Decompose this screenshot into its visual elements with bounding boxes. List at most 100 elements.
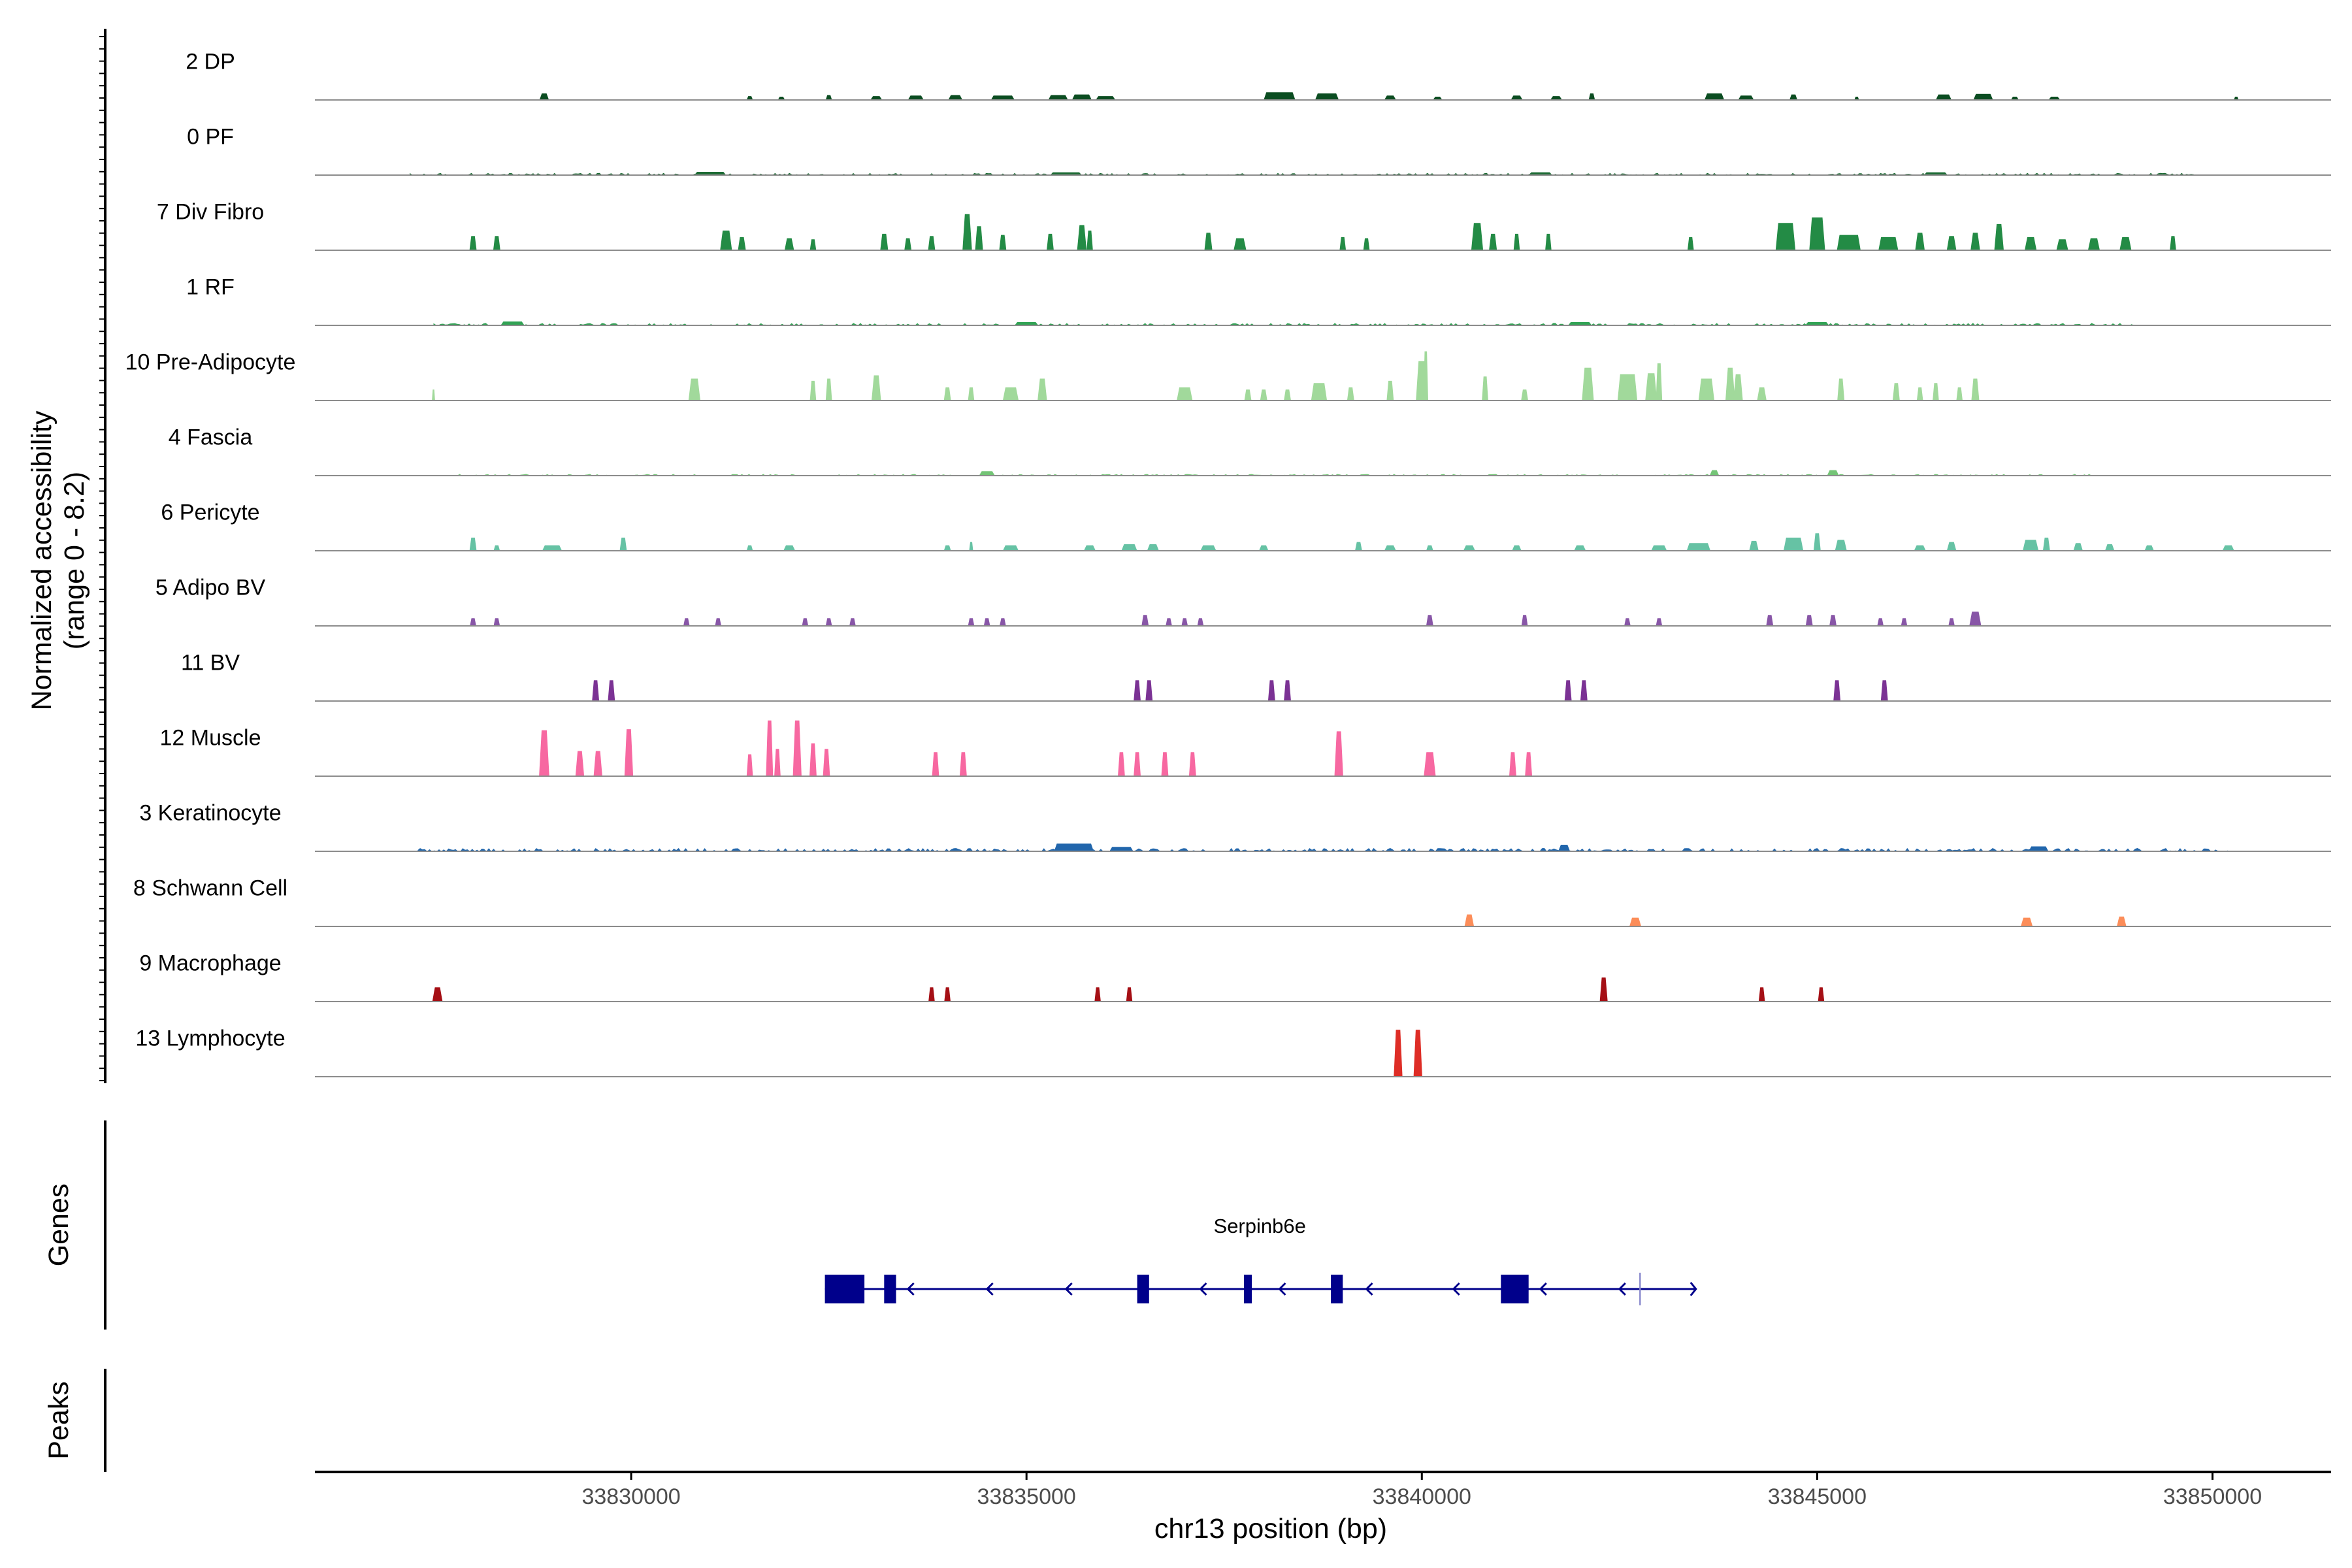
track-peak [1384,95,1396,100]
track-peak [2042,537,2050,551]
track-peak [1624,618,1631,626]
gene-0: Serpinb6e [825,1215,1697,1305]
track-peak [469,236,477,250]
track-peak [1071,94,1092,100]
gene-exon [1137,1275,1149,1303]
track-peak [1200,545,1217,551]
track-peak [1892,383,1900,400]
track-peak [2023,540,2039,551]
track-peak [539,730,549,776]
track-peak [1259,545,1269,551]
track-peak [1264,92,1296,100]
track-peak [1580,680,1588,701]
track-peak [1545,233,1552,250]
gene-strand-arrow [1618,1282,1626,1296]
track-peak [1188,752,1196,776]
track-peak [1833,680,1841,701]
track-peak [715,618,721,626]
y-axis-title-line2: (range 0 - 8.2) [59,472,90,649]
track-peak [1386,380,1394,400]
track-peak [1877,618,1884,626]
track-peak [1244,389,1252,400]
track-label: 5 Adipo BV [155,576,266,600]
track-peak [688,378,700,400]
track-peak [943,545,951,551]
gene-strand-arrow [1365,1282,1373,1296]
track-peak [720,230,732,250]
track-peak [1424,752,1436,776]
track-peak [1339,237,1347,250]
track-peak [2117,916,2127,926]
track-peak [1413,1030,1422,1077]
track-peak [1463,545,1475,551]
track-peak [1094,987,1101,1002]
track-peak [1347,387,1354,400]
track-peak [2010,97,2019,100]
track-peak [493,618,500,626]
track-peak [1588,93,1595,100]
x-axis-ticks: 33830000 33835000 33840000 33845000 33850000 [581,1472,2262,1509]
track-peak [1512,545,1522,551]
track-peak [575,751,585,776]
track-peak [880,233,889,250]
track-peak [1805,615,1813,626]
track-peak [1284,389,1291,400]
track-peak [624,729,634,776]
track-peak [904,238,912,250]
track-peak [2025,237,2037,250]
track-12: 9 Macrophage [139,951,2331,1002]
track-peak [619,537,627,551]
track-peak [1916,387,1923,400]
track-peak [1946,542,1957,551]
track-peak [493,236,500,250]
track-peak [1837,378,1845,400]
x-axis-title: chr13 position (bp) [1154,1513,1387,1544]
track-peak [1096,96,1116,100]
track-peak [1813,533,1821,551]
track-peak [825,95,832,100]
track-label: 8 Schwann Cell [133,876,287,901]
track-peak [1994,223,2004,250]
track-peak [959,752,967,776]
track-peak [1880,680,1888,701]
track-peak [1037,378,1047,400]
track-peak [1086,230,1093,250]
track-peak [746,754,753,776]
track-peak [825,378,832,400]
track-peak [1464,914,1475,926]
genes-axis-title: Genes [43,1184,74,1267]
track-peak [809,743,817,776]
track-peak [1758,987,1765,1002]
track-peak [1315,93,1339,100]
track-11: 8 Schwann Cell [133,876,2331,927]
track-peak [1147,544,1159,551]
track-4: 10 Pre-Adipocyte [125,350,2331,401]
track-peak [1687,237,1694,250]
track-peak [1935,94,1952,100]
track-peak [1047,233,1054,250]
track-peak [1749,540,1759,551]
track-peak [1656,363,1663,400]
tracks-layer: 2 DP 0 PF 7 Div Fibro 1 RF 10 Pre-Adipocyte 4… [125,50,2331,1077]
track-peak [849,618,856,626]
track-peak [1048,95,1068,100]
track-peak [1656,618,1663,626]
gene-strand-arrow [1539,1282,1547,1296]
track-peak [2029,846,2049,851]
track-peak [593,751,602,776]
track-peak [608,680,615,701]
track-peak [823,749,830,776]
track-peak [542,545,563,551]
track-peak [2048,97,2061,100]
track-8: 11 BV [181,651,2331,702]
track-peak [1489,233,1497,250]
gene-strand-arrow [985,1282,994,1296]
track-peak [1394,1030,1403,1077]
track-label: 11 BV [181,651,240,676]
track-peak [2119,237,2132,250]
track-peak [1000,618,1006,626]
track-peak [1204,233,1213,250]
track-peak [1134,680,1141,701]
track-peak [1471,223,1484,250]
